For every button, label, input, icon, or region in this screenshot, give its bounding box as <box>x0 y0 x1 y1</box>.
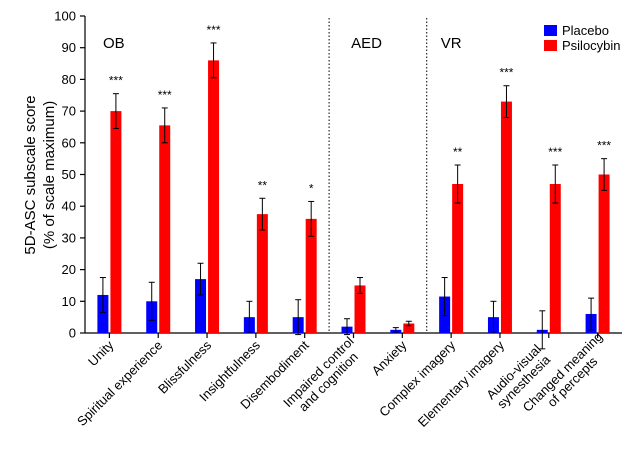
group-label: OB <box>103 35 125 52</box>
legend-swatch-psilocybin <box>544 40 557 51</box>
bar-placebo <box>195 279 207 333</box>
category-label: Unity <box>85 337 117 369</box>
bars <box>97 60 610 334</box>
y-tick-label: 10 <box>62 294 76 309</box>
significance-marker: *** <box>109 74 123 88</box>
bar-psilocybin <box>305 218 317 333</box>
bar-psilocybin <box>403 323 415 333</box>
legend-swatch-placebo <box>544 25 557 36</box>
significance-marker: * <box>309 181 314 195</box>
bar-psilocybin <box>110 111 122 333</box>
bar-psilocybin <box>354 285 366 333</box>
group-label: AED <box>351 35 382 52</box>
category-label: Spiritual experience <box>74 338 165 429</box>
significance-marker: ** <box>258 178 268 192</box>
significance-marker: *** <box>499 66 513 80</box>
bar-psilocybin <box>452 184 464 333</box>
category-label-line: Spiritual experience <box>74 338 165 429</box>
y-tick-label: 60 <box>62 135 76 150</box>
y-tick-label: 0 <box>69 326 76 341</box>
category-label-line: Unity <box>85 337 117 369</box>
y-tick-label: 30 <box>62 230 76 245</box>
y-tick-label: 90 <box>62 40 76 55</box>
bar-psilocybin <box>256 214 268 333</box>
y-axis-label-line2: (% of scale maximum) <box>41 101 58 249</box>
significance-marker: ** <box>453 145 463 159</box>
significance-marker: *** <box>158 88 172 102</box>
y-tick-label: 50 <box>62 167 76 182</box>
bar-psilocybin <box>159 125 171 334</box>
significance-markers: *********** ********* *** <box>109 23 612 196</box>
y-tick-label: 20 <box>62 262 76 277</box>
y-tick-label: 100 <box>54 9 76 24</box>
bar-psilocybin <box>500 101 512 333</box>
bar-psilocybin <box>208 60 220 333</box>
error-bars <box>99 42 608 350</box>
group-labels: OB AED VR <box>103 35 462 52</box>
bar-psilocybin <box>598 174 610 333</box>
y-axis: 0 10 20 30 40 50 60 70 80 90 100 <box>54 9 86 341</box>
bar-placebo <box>97 294 109 333</box>
y-tick-label: 80 <box>62 72 76 87</box>
y-axis-label-line1: 5D-ASC subscale score <box>22 95 39 254</box>
bar-psilocybin <box>549 184 561 333</box>
group-label: VR <box>441 35 462 52</box>
y-tick-label: 70 <box>62 104 76 119</box>
category-label-line: Anxiety <box>369 337 410 378</box>
legend-label: Placebo <box>562 23 609 38</box>
significance-marker: *** <box>597 139 611 153</box>
y-tick-label: 40 <box>62 199 76 214</box>
legend-label: Psilocybin <box>562 38 621 53</box>
significance-marker: *** <box>548 145 562 159</box>
category-label: Anxiety <box>369 337 410 378</box>
group-separators <box>328 18 428 333</box>
significance-marker: *** <box>207 23 221 37</box>
x-axis <box>85 332 622 338</box>
